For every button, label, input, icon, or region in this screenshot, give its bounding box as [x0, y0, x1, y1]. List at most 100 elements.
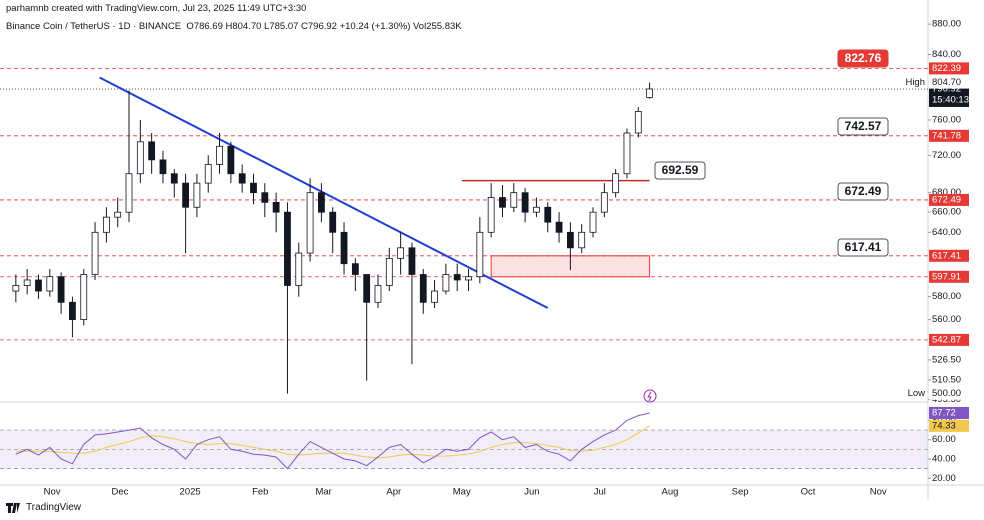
candle-body — [80, 274, 88, 320]
undefined: 580.00 — [932, 291, 961, 302]
undefined: 560.00 — [932, 314, 961, 325]
high_marker-label-bg — [929, 76, 969, 89]
callout-box — [837, 117, 889, 136]
candle-body — [363, 274, 371, 303]
candle-body — [193, 182, 201, 208]
candle-body — [510, 192, 518, 208]
undefined: 20.00 — [932, 473, 956, 484]
undefined: 760.00 — [932, 114, 961, 125]
symbol-legend: Binance Coin / TetherUS · 1D · BINANCE O… — [6, 21, 462, 32]
undefined: 510.50 — [932, 375, 961, 386]
x-tick-label: Nov — [44, 487, 61, 498]
candle-body — [46, 276, 54, 292]
logo — [6, 502, 20, 513]
candle-body — [419, 274, 427, 303]
callout-box — [837, 182, 889, 201]
last-price-label: 796.92 — [932, 83, 961, 94]
level-label-bg — [929, 249, 969, 262]
candle-body — [533, 206, 540, 213]
candle-body — [318, 192, 325, 213]
undefined: 640.00 — [932, 227, 961, 238]
x-tick-label: Aug — [662, 487, 679, 498]
callout-text: 617.41 — [845, 240, 882, 254]
x-tick-label: Nov — [870, 487, 887, 498]
low_marker-text: Low — [908, 388, 926, 399]
undefined: 660.00 — [932, 207, 961, 218]
candle-body — [442, 274, 450, 292]
alert-bolt — [647, 391, 652, 402]
x-tick-label: Oct — [801, 487, 816, 498]
level-label: 741.78 — [932, 130, 961, 141]
candle-body — [578, 231, 586, 249]
candle-body — [284, 211, 291, 286]
level-label-bg — [929, 193, 969, 206]
undefined: 60.00 — [932, 434, 956, 445]
candle-body — [600, 192, 608, 213]
level-label-bg — [929, 129, 969, 142]
candle-body — [272, 201, 280, 213]
low_marker-label-bg — [929, 387, 969, 400]
level-label-bg — [929, 333, 969, 346]
candle-body — [465, 276, 472, 281]
candle-body — [216, 145, 223, 165]
x-tick-label: Sep — [732, 487, 749, 498]
candle-body — [295, 252, 303, 286]
candle-body — [476, 231, 484, 278]
x-tick-label: Mar — [315, 487, 331, 498]
candle-body — [12, 285, 20, 292]
callout-box — [837, 49, 889, 68]
candle-body — [125, 173, 133, 213]
level-label: 617.41 — [932, 250, 961, 261]
candle-body — [35, 279, 42, 292]
candle-body — [646, 88, 653, 98]
candle-body — [57, 276, 65, 303]
alert-icon[interactable] — [643, 389, 657, 403]
x-tick-label: Feb — [252, 487, 268, 498]
x-tick-label: May — [453, 487, 471, 498]
level-label: 822.39 — [932, 63, 961, 74]
credit: parhamnb created with TradingView.com, J… — [6, 3, 307, 14]
countdown: 15:40:13 — [932, 94, 969, 105]
candle-body — [227, 145, 235, 175]
high_marker-label: 804.70 — [932, 77, 961, 88]
candle-body — [634, 111, 642, 134]
candle-body — [159, 159, 167, 175]
high_marker-text: High — [905, 77, 925, 88]
candle-body — [238, 173, 246, 184]
x-tick-label: Apr — [386, 487, 401, 498]
candle-body — [351, 263, 359, 275]
candle-body — [612, 173, 620, 194]
rsi-ma-last-label: 74.33 — [932, 420, 956, 431]
candle-body — [306, 192, 314, 254]
candle-body — [250, 182, 257, 194]
low_marker-label: 500.00 — [932, 388, 961, 399]
undefined: 720.00 — [932, 150, 961, 161]
candle-body — [23, 279, 31, 286]
x-tick-label: Dec — [112, 487, 129, 498]
candle-body — [431, 290, 438, 303]
footer: TradingView — [6, 502, 81, 513]
x-tick-label: Jun — [524, 487, 539, 498]
candle-body — [170, 173, 178, 184]
candle-body — [114, 211, 122, 218]
candle-body — [623, 132, 631, 175]
candle-body — [555, 221, 563, 233]
rsi-last-label-bg — [929, 406, 969, 419]
x-tick-label: Jul — [594, 487, 606, 498]
callout-text: 692.59 — [662, 163, 699, 177]
callout-text: 822.76 — [845, 51, 882, 65]
level-label-bg — [929, 62, 969, 75]
candle-body — [340, 231, 348, 265]
ohlc: O786.69 H804.70 L785.07 C796.92 +10.24 (… — [186, 21, 462, 32]
candle-body — [136, 141, 144, 175]
candle-body — [397, 247, 405, 259]
candle-body — [261, 192, 269, 203]
brand: TradingView — [26, 502, 82, 513]
callout-box — [654, 161, 706, 180]
candle-body — [566, 231, 574, 249]
x-tick-label: 2025 — [180, 487, 201, 498]
candle-body — [204, 164, 212, 184]
candle-body — [148, 141, 156, 161]
candle-body — [589, 211, 597, 233]
